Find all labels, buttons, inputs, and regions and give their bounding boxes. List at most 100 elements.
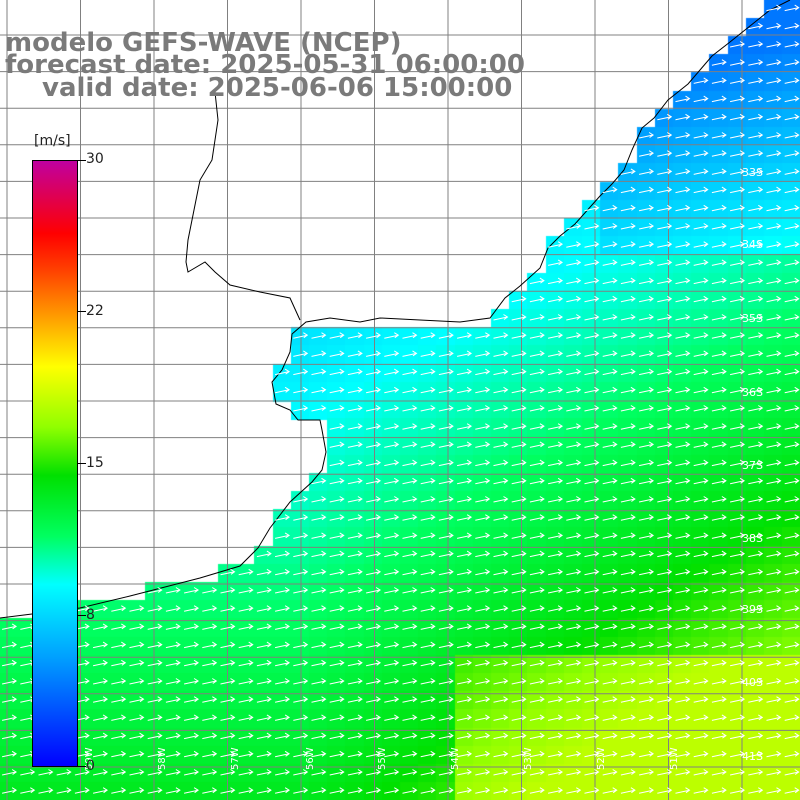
wind-arrow (675, 259, 691, 266)
wind-arrow (675, 587, 691, 594)
wind-arrow (675, 150, 691, 157)
wind-arrow (638, 514, 654, 521)
wind-arrow (602, 550, 618, 558)
wind-arrow (693, 132, 709, 139)
wind-arrow (602, 641, 618, 649)
colorbar-label-15: 15 (86, 455, 104, 471)
wind-arrow (220, 623, 236, 630)
wind-arrow (620, 332, 636, 339)
wind-arrow (438, 386, 454, 394)
wind-arrow (274, 587, 290, 594)
wind-arrow (711, 368, 727, 376)
wind-arrow (220, 605, 236, 612)
wind-arrow (347, 605, 363, 612)
wind-arrow (329, 750, 345, 758)
wind-arrow (511, 368, 527, 376)
wind-arrow (620, 568, 636, 576)
wind-arrow (620, 659, 636, 667)
wind-arrow (111, 787, 127, 794)
wind-arrow (711, 168, 727, 175)
wind-arrow (638, 732, 654, 740)
wind-arrow (657, 514, 673, 521)
wind-arrow (766, 259, 782, 266)
wind-arrow (529, 732, 545, 740)
wind-arrow (566, 277, 582, 285)
wind-arrow (638, 641, 654, 649)
wind-arrow (38, 769, 54, 776)
wind-arrow (493, 659, 509, 667)
wind-arrow (748, 132, 764, 139)
wind-arrow (256, 659, 272, 667)
wind-arrow (92, 696, 108, 703)
wind-arrow (748, 204, 764, 212)
wind-arrow (584, 641, 600, 649)
wind-arrow (766, 314, 782, 321)
wind-arrow (711, 732, 727, 740)
wind-arrow (766, 405, 782, 412)
wind-arrow (675, 295, 691, 303)
wind-arrow (675, 314, 691, 321)
wind-arrow (529, 605, 545, 612)
wind-arrow (729, 350, 745, 357)
wind-arrow (584, 405, 600, 412)
wind-arrow (766, 514, 782, 521)
wind-arrow (729, 386, 745, 394)
wind-arrow (420, 496, 436, 503)
wind-arrow (384, 477, 400, 485)
wind-arrow (438, 477, 454, 485)
wind-arrow (693, 186, 709, 194)
wind-arrow (566, 587, 582, 594)
wind-arrow (638, 350, 654, 357)
wind-arrow (475, 587, 491, 594)
wind-arrow (493, 714, 509, 721)
wind-arrow (657, 204, 673, 212)
wind-arrow (420, 732, 436, 740)
wind-arrow (238, 750, 254, 758)
wind-arrow (347, 587, 363, 594)
wind-arrow (56, 769, 72, 776)
wind-arrow (38, 787, 54, 794)
wind-arrow (784, 168, 800, 175)
colorbar-tick (78, 766, 86, 767)
wind-arrow (456, 350, 472, 357)
wind-arrow (456, 459, 472, 467)
wind-arrow (183, 641, 199, 649)
wind-arrow (293, 659, 309, 667)
wind-arrow (729, 550, 745, 558)
wind-arrow (511, 787, 527, 794)
wind-arrow (438, 750, 454, 758)
wind-arrow (784, 41, 800, 48)
wind-arrow (675, 477, 691, 485)
wind-arrow (511, 769, 527, 776)
wind-arrow (293, 550, 309, 558)
wind-arrow (475, 423, 491, 430)
wind-arrow (529, 277, 545, 285)
wind-arrow (475, 605, 491, 612)
wind-arrow (256, 550, 272, 558)
wind-arrow (493, 405, 509, 412)
wind-arrow (784, 423, 800, 430)
wind-arrow (766, 750, 782, 758)
lat-label-34s: 34S (742, 238, 763, 251)
wind-arrow (748, 332, 764, 339)
wind-arrow (602, 769, 618, 776)
wind-arrow (475, 350, 491, 357)
wind-arrow (620, 241, 636, 248)
wind-arrow (220, 750, 236, 758)
wind-arrow (602, 295, 618, 303)
wind-arrow (766, 113, 782, 121)
wind-arrow (638, 259, 654, 266)
wind-arrow (475, 386, 491, 394)
wind-arrow (165, 750, 181, 758)
wind-arrow (766, 496, 782, 503)
wind-arrow (693, 659, 709, 667)
wind-arrow (784, 587, 800, 594)
wind-arrow (547, 787, 563, 794)
wind-arrow (438, 441, 454, 448)
wind-arrow (511, 659, 527, 667)
wind-arrow (238, 732, 254, 740)
wind-arrow (729, 769, 745, 776)
wind-arrow (165, 587, 181, 594)
wind-arrow (584, 514, 600, 521)
